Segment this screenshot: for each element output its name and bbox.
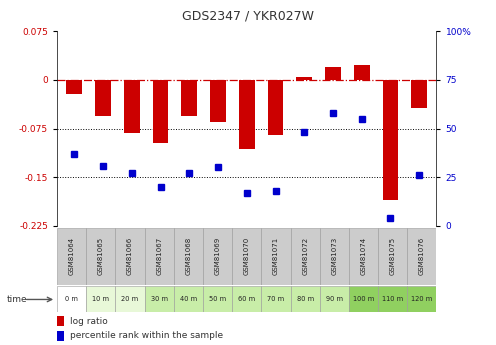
FancyBboxPatch shape <box>407 228 436 285</box>
Text: GSM81067: GSM81067 <box>156 237 162 275</box>
FancyBboxPatch shape <box>203 286 232 312</box>
FancyBboxPatch shape <box>378 286 407 312</box>
FancyBboxPatch shape <box>261 286 291 312</box>
FancyBboxPatch shape <box>349 228 378 285</box>
FancyBboxPatch shape <box>407 286 436 312</box>
FancyBboxPatch shape <box>320 228 349 285</box>
FancyBboxPatch shape <box>378 228 407 285</box>
Text: 110 m: 110 m <box>382 296 403 302</box>
FancyBboxPatch shape <box>232 286 261 312</box>
Bar <box>296 77 312 80</box>
Text: 120 m: 120 m <box>411 296 433 302</box>
Text: 70 m: 70 m <box>267 296 285 302</box>
Bar <box>153 80 169 144</box>
Text: 0 m: 0 m <box>65 296 78 302</box>
FancyBboxPatch shape <box>57 286 86 312</box>
FancyBboxPatch shape <box>320 286 349 312</box>
Text: GSM81075: GSM81075 <box>390 237 396 275</box>
FancyBboxPatch shape <box>145 286 174 312</box>
Bar <box>95 80 111 116</box>
Text: GSM81064: GSM81064 <box>68 237 74 275</box>
Bar <box>382 80 398 200</box>
Bar <box>354 66 370 80</box>
Bar <box>124 80 140 133</box>
Text: 20 m: 20 m <box>122 296 138 302</box>
Text: GSM81076: GSM81076 <box>419 237 425 275</box>
Text: 80 m: 80 m <box>297 296 313 302</box>
Bar <box>210 80 226 122</box>
FancyBboxPatch shape <box>86 286 116 312</box>
Text: GSM81072: GSM81072 <box>302 237 308 275</box>
Text: 100 m: 100 m <box>353 296 374 302</box>
FancyBboxPatch shape <box>349 286 378 312</box>
FancyBboxPatch shape <box>291 228 320 285</box>
FancyBboxPatch shape <box>116 228 145 285</box>
FancyBboxPatch shape <box>291 286 320 312</box>
Bar <box>182 80 197 116</box>
Text: percentile rank within the sample: percentile rank within the sample <box>70 332 223 341</box>
Text: 10 m: 10 m <box>92 296 109 302</box>
FancyBboxPatch shape <box>203 228 232 285</box>
Text: GSM81073: GSM81073 <box>331 237 337 275</box>
FancyBboxPatch shape <box>174 286 203 312</box>
Text: 50 m: 50 m <box>209 296 226 302</box>
Text: GSM81065: GSM81065 <box>98 237 104 275</box>
Text: GSM81074: GSM81074 <box>361 237 367 275</box>
Text: GSM81068: GSM81068 <box>186 237 191 275</box>
Text: GSM81071: GSM81071 <box>273 237 279 275</box>
Text: 30 m: 30 m <box>151 296 168 302</box>
Bar <box>325 67 341 80</box>
Text: GDS2347 / YKR027W: GDS2347 / YKR027W <box>182 10 314 23</box>
Text: 40 m: 40 m <box>180 296 197 302</box>
FancyBboxPatch shape <box>57 228 86 285</box>
Text: 60 m: 60 m <box>238 296 255 302</box>
FancyBboxPatch shape <box>116 286 145 312</box>
Text: 90 m: 90 m <box>326 296 343 302</box>
Bar <box>239 80 254 149</box>
FancyBboxPatch shape <box>86 228 116 285</box>
FancyBboxPatch shape <box>261 228 291 285</box>
Text: log ratio: log ratio <box>70 317 108 326</box>
Bar <box>57 331 64 341</box>
FancyBboxPatch shape <box>232 228 261 285</box>
Bar <box>57 316 64 326</box>
Bar <box>411 80 427 108</box>
Bar <box>66 80 82 94</box>
Text: time: time <box>6 295 27 304</box>
Text: GSM81070: GSM81070 <box>244 237 250 275</box>
Bar <box>268 80 283 135</box>
Text: GSM81066: GSM81066 <box>127 237 133 275</box>
Text: GSM81069: GSM81069 <box>215 237 221 275</box>
FancyBboxPatch shape <box>174 228 203 285</box>
FancyBboxPatch shape <box>145 228 174 285</box>
